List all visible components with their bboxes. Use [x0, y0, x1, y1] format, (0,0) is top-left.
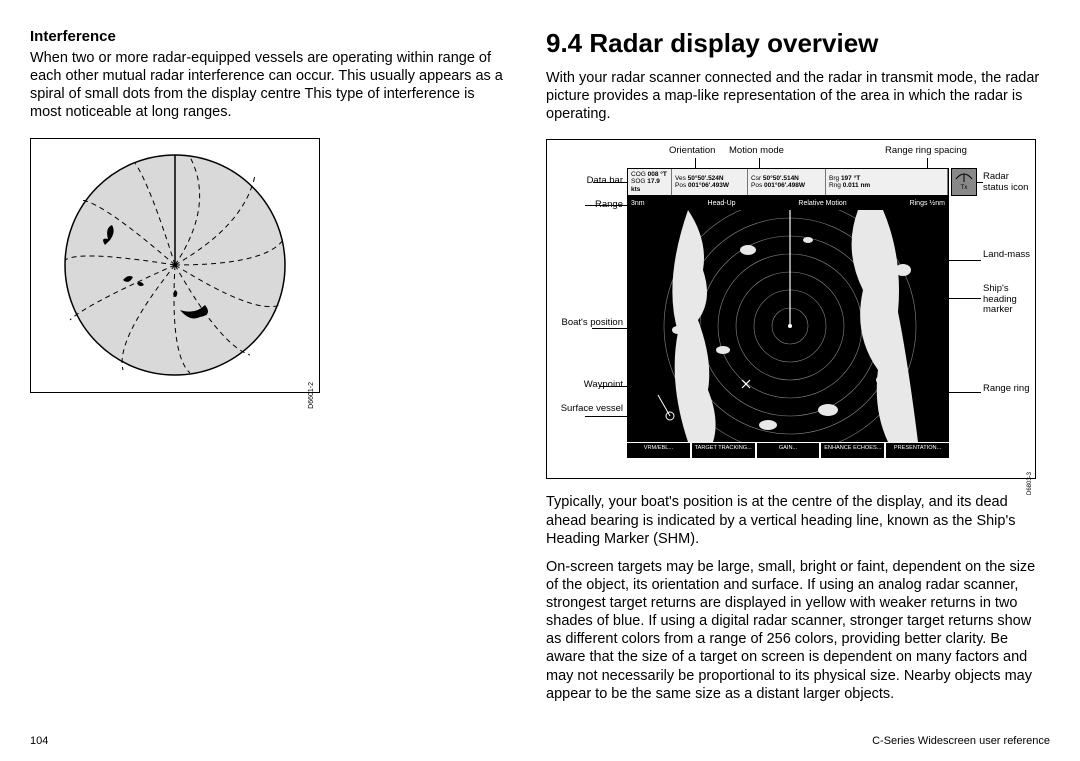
- label-motion: Motion mode: [729, 146, 784, 156]
- label-shm: Ship's heading marker: [983, 284, 1033, 315]
- label-landmass: Land-mass: [983, 250, 1033, 260]
- para2: Typically, your boat's position is at th…: [546, 493, 1050, 547]
- interference-diagram: [45, 145, 305, 385]
- section-title: 9.4 Radar display overview: [546, 28, 1050, 59]
- label-boat: Boat's position: [551, 318, 623, 328]
- radar-databar: COG 008 °T SOG 17.9 kts Ves 50°50'.524N …: [627, 168, 949, 196]
- radar-infobar: 3nm Head-Up Relative Motion Rings ½nm: [627, 196, 949, 210]
- radar-screen: COG 008 °T SOG 17.9 kts Ves 50°50'.524N …: [627, 168, 949, 458]
- radar-figure-code: D6803-3: [1027, 472, 1033, 495]
- softkey-enhance[interactable]: ENHANCE ECHOES...: [821, 443, 884, 458]
- label-orientation: Orientation: [669, 146, 715, 156]
- footer-reference: C-Series Widescreen user reference: [872, 735, 1050, 747]
- softkey-presentation[interactable]: PRESENTATION...: [886, 443, 949, 458]
- softkey-gain[interactable]: GAIN...: [757, 443, 820, 458]
- orientation-value: Head-Up: [708, 200, 736, 207]
- radar-figure: Orientation Motion mode Range ring spaci…: [546, 139, 1036, 479]
- figure-code: D6601-2: [308, 382, 315, 409]
- rings-value: Rings ½nm: [910, 200, 945, 207]
- radar-plot: [627, 210, 949, 442]
- status-icon-label: Tx: [952, 185, 976, 191]
- label-spacing: Range ring spacing: [885, 146, 967, 156]
- range-value: 3nm: [631, 200, 645, 207]
- interference-text: When two or more radar-equipped vessels …: [30, 49, 510, 122]
- intro-text: With your radar scanner connected and th…: [546, 69, 1050, 123]
- label-ring: Range ring: [983, 384, 1033, 394]
- radar-softkeys: VRM/EBL... TARGET TRACKING... GAIN... EN…: [627, 442, 949, 458]
- label-status: Radar status icon: [983, 172, 1033, 193]
- label-surface: Surface vessel: [551, 404, 623, 414]
- radar-status-icon: Tx: [951, 168, 977, 196]
- motion-value: Relative Motion: [798, 200, 846, 207]
- para3: On-screen targets may be large, small, b…: [546, 558, 1050, 703]
- interference-heading: Interference: [30, 28, 510, 45]
- interference-figure: D6601-2: [30, 138, 320, 393]
- softkey-target[interactable]: TARGET TRACKING...: [692, 443, 755, 458]
- page-number: 104: [30, 735, 48, 747]
- softkey-vrm[interactable]: VRM/EBL...: [627, 443, 690, 458]
